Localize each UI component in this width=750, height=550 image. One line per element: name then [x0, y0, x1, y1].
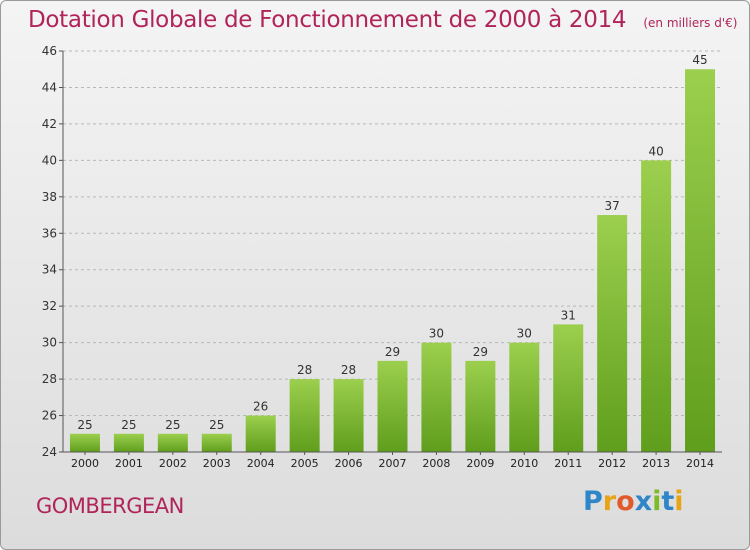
y-tick-label: 38: [42, 190, 57, 204]
bar-value-label: 25: [77, 418, 92, 432]
bar-value-label: 28: [341, 363, 356, 377]
x-tick-label: 2012: [598, 457, 626, 470]
bar: [113, 433, 144, 452]
logo-letter: i: [652, 486, 662, 517]
bars-layer: 25 25 25 25 26 28 28 29 30 29 30 31 37 40 45: [69, 53, 716, 453]
y-tick-label: 42: [42, 117, 57, 131]
logo-letter: i: [674, 486, 684, 517]
bar-value-label: 26: [253, 400, 268, 414]
y-tick-label: 46: [42, 44, 57, 58]
logo-letter: o: [616, 486, 635, 517]
bar: [597, 215, 628, 452]
bar: [333, 379, 364, 452]
bar: [157, 433, 188, 452]
y-tick-label: 28: [42, 372, 57, 386]
logo-letter: P: [583, 486, 603, 517]
bar-value-label: 37: [605, 199, 620, 213]
x-tick-label: 2009: [466, 457, 494, 470]
chart-unit: (en milliers d'€): [643, 16, 738, 30]
bar-value-label: 40: [648, 144, 663, 158]
x-tick-label: 2008: [422, 457, 450, 470]
y-tick-label: 30: [42, 336, 57, 350]
bar-value-label: 28: [297, 363, 312, 377]
bar-value-label: 45: [692, 53, 707, 67]
x-tick-label: 2003: [203, 457, 231, 470]
y-tick-label: 34: [42, 263, 57, 277]
bar-value-label: 29: [385, 345, 400, 359]
bar: [69, 433, 100, 452]
x-tick-label: 2001: [115, 457, 143, 470]
proxiti-logo[interactable]: Proxiti: [583, 486, 684, 517]
bar: [245, 415, 276, 452]
x-tick-label: 2002: [159, 457, 187, 470]
axis-layer: 24 26 28 30 32 34 36 38 40 42 44 46 2000 2001 2002 2003…: [42, 44, 722, 470]
logo-letter: x: [634, 486, 653, 517]
bar-value-label: 25: [121, 418, 136, 432]
y-tick-label: 44: [42, 80, 57, 94]
x-tick-label: 2014: [686, 457, 714, 470]
commune-name: GOMBERGEAN: [36, 494, 184, 518]
bar-value-label: 30: [429, 327, 444, 341]
bar: [289, 379, 320, 452]
bar-value-label: 30: [517, 327, 532, 341]
y-tick-label: 40: [42, 153, 57, 167]
x-tick-label: 2013: [642, 457, 670, 470]
bar: [553, 324, 584, 452]
y-tick-label: 26: [42, 409, 57, 423]
y-tick-label: 32: [42, 299, 57, 313]
bar: [509, 342, 540, 452]
bar-value-label: 25: [165, 418, 180, 432]
logo-letter: r: [602, 486, 617, 517]
bar-value-label: 25: [209, 418, 224, 432]
x-tick-label: 2006: [335, 457, 363, 470]
x-tick-label: 2011: [554, 457, 582, 470]
y-tick-label: 24: [42, 445, 57, 459]
bar: [377, 360, 408, 452]
bar: [465, 360, 496, 452]
x-tick-label: 2005: [291, 457, 319, 470]
logo-letter: t: [661, 486, 675, 517]
bar: [685, 69, 716, 453]
x-tick-label: 2010: [510, 457, 538, 470]
x-tick-label: 2007: [379, 457, 407, 470]
bar: [641, 160, 672, 452]
y-tick-label: 36: [42, 226, 57, 240]
bar: [201, 433, 232, 452]
chart-title-text: Dotation Globale de Fonctionnement de 20…: [28, 7, 627, 33]
bar-value-label: 31: [561, 308, 576, 322]
bar-value-label: 29: [473, 345, 488, 359]
x-tick-label: 2004: [247, 457, 275, 470]
bar: [421, 342, 452, 452]
chart-title: Dotation Globale de Fonctionnement de 20…: [28, 7, 737, 33]
x-tick-label: 2000: [71, 457, 99, 470]
